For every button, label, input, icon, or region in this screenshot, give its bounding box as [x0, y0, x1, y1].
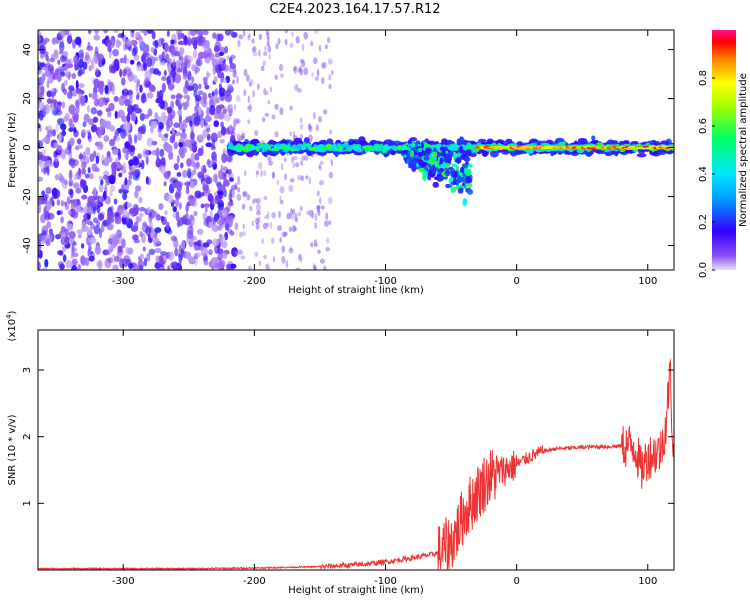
top-y-tick-label: 0 [22, 144, 33, 150]
spectrogram-region-scatter_spread [402, 136, 474, 207]
top-x-tick-label: 0 [513, 276, 519, 287]
top-x-tick-label: 100 [638, 276, 657, 287]
top-y-tick-label: 40 [22, 43, 33, 56]
colorbar-tick-label: 0.8 [698, 70, 709, 86]
bottom-x-axis-label: Height of straight line (km) [288, 585, 424, 596]
bottom-y-tick-label: 3 [22, 367, 33, 373]
colorbar-tick-label: 0.2 [698, 214, 709, 230]
top-y-axis-label: Frequency (Hz) [7, 112, 18, 188]
bottom-axis-ticks: -300 -200 -100 0 100 1 2 3 [22, 330, 674, 587]
top-y-tick-label: 20 [22, 92, 33, 105]
colorbar-ticks: 0.0 0.2 0.4 0.6 0.8 [698, 70, 715, 278]
top-y-tick-label: -40 [22, 237, 33, 253]
colorbar-tick-label: 0.0 [698, 262, 709, 278]
bottom-y-tick-label: 1 [22, 500, 33, 506]
snr-panel: -300 -200 -100 0 100 1 2 3 Height of straight l… [5, 310, 675, 596]
top-x-tick-label: -100 [374, 276, 397, 287]
bottom-y-axis-label: SNR (10 * v/v) [7, 414, 18, 485]
colorbar-tick-label: 0.6 [698, 118, 709, 134]
bottom-x-tick-label: 0 [513, 576, 519, 587]
spectrogram-region-noise [38, 30, 334, 270]
top-y-tick-label: -20 [22, 188, 33, 204]
bottom-x-tick-label: -300 [112, 576, 135, 587]
snr-marks [38, 359, 674, 570]
chart-title: C2E4.2023.164.17.57.R12 [269, 2, 441, 17]
bottom-x-tick-label: -100 [374, 576, 397, 587]
top-x-tick-label: -200 [243, 276, 266, 287]
colorbar-tick-label: 0.4 [698, 166, 709, 182]
colorbar: 0.0 0.2 0.4 0.6 0.8 Normalized spectral ampl… [698, 30, 749, 278]
colorbar-label: Normalized spectral amplitude [738, 73, 749, 227]
spectrogram-marks [38, 30, 674, 270]
top-x-axis-label: Height of straight line (km) [288, 285, 424, 296]
bottom-x-tick-label: -200 [243, 576, 266, 587]
bottom-y-tick-label: 2 [22, 433, 33, 439]
y-axis-multiplier: (x104) [5, 310, 18, 341]
top-x-tick-label: -300 [112, 276, 135, 287]
snr-series-line [38, 359, 674, 570]
bottom-x-tick-label: 100 [638, 576, 657, 587]
